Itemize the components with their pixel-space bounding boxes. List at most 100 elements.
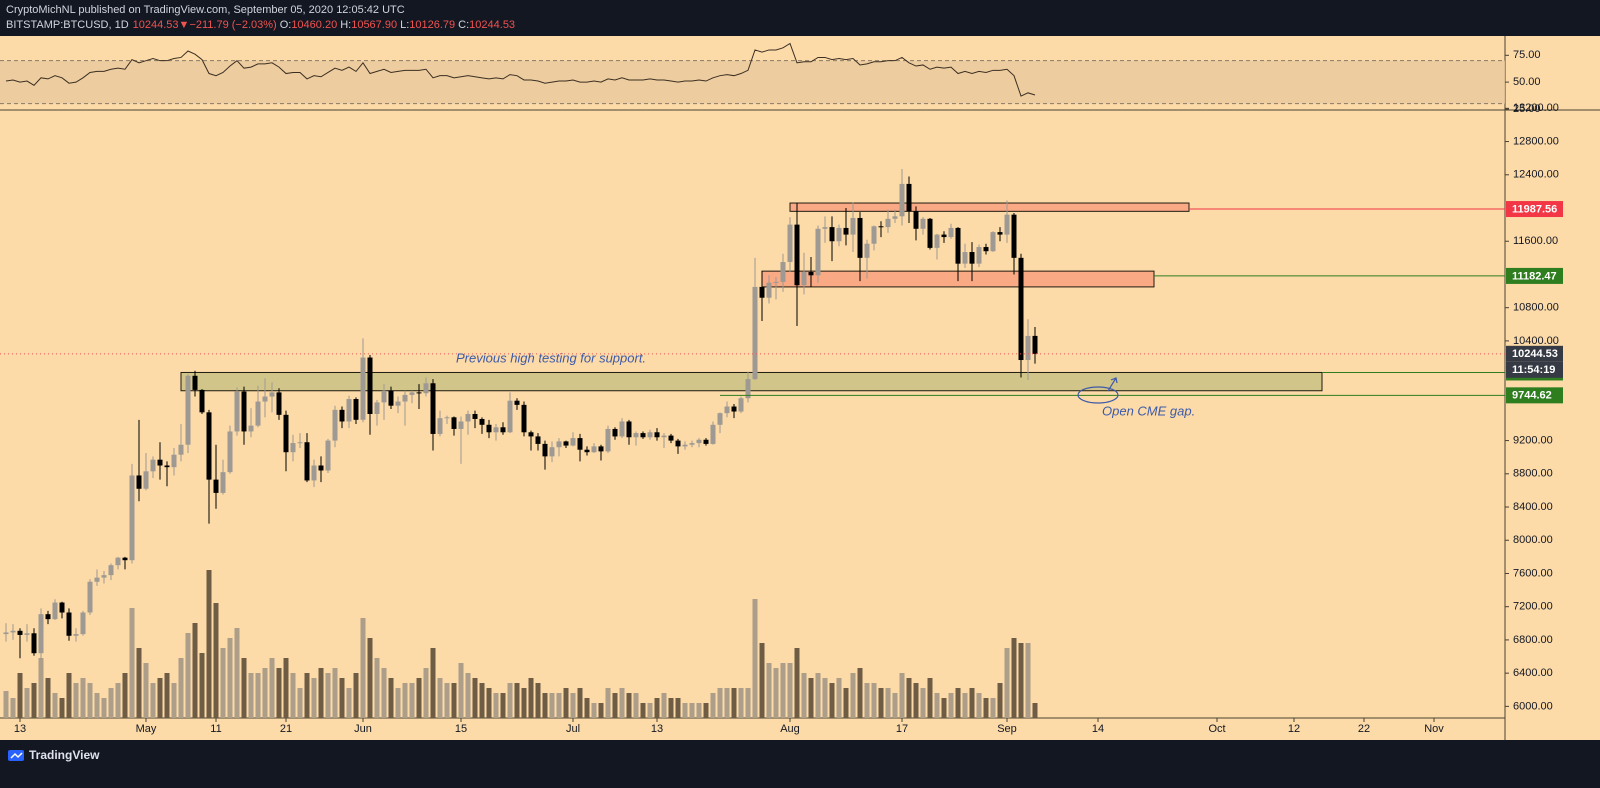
x-tick-label: Jul — [566, 723, 580, 735]
candle-body — [535, 436, 541, 444]
candle-body — [346, 399, 352, 422]
header-bar — [0, 0, 1600, 36]
candle-body — [311, 465, 317, 481]
candle-body — [787, 224, 793, 262]
volume-bar — [255, 673, 261, 718]
candle-body — [766, 282, 772, 298]
candle-body — [605, 428, 611, 452]
volume-bar — [3, 691, 9, 718]
candle-body — [136, 475, 142, 489]
candle-body — [1011, 214, 1017, 258]
candle-body — [423, 383, 429, 394]
volume-bar — [626, 693, 632, 718]
x-tick-label: Oct — [1208, 723, 1225, 735]
volume-bar — [549, 693, 555, 718]
x-tick-label: 17 — [896, 723, 908, 735]
volume-bar — [276, 668, 282, 718]
volume-bar — [346, 688, 352, 718]
candle-body — [150, 459, 156, 472]
candle-body — [94, 577, 100, 582]
volume-bar — [234, 628, 240, 718]
candle-body — [724, 406, 730, 414]
volume-bar — [59, 698, 65, 718]
volume-bar — [857, 668, 863, 718]
volume-bar — [766, 663, 772, 718]
volume-bar — [913, 683, 919, 718]
candle-body — [1018, 257, 1024, 361]
x-tick-label: 12 — [1288, 723, 1300, 735]
candle-body — [703, 439, 709, 444]
volume-bar — [269, 658, 275, 718]
candle-body — [129, 475, 135, 561]
arrow: ▼ — [179, 19, 190, 31]
candle-body — [262, 396, 268, 402]
candle-body — [122, 557, 128, 561]
candle-body — [738, 398, 744, 412]
candle-body — [227, 431, 233, 473]
volume-bar — [598, 703, 604, 718]
candle-body — [38, 614, 44, 654]
volume-bar — [206, 570, 212, 718]
volume-bar — [10, 698, 16, 718]
x-tick-label: 15 — [455, 723, 467, 735]
volume-bar — [934, 693, 940, 718]
volume-bar — [52, 693, 58, 718]
candle-body — [206, 412, 212, 480]
volume-bar — [633, 693, 639, 718]
volume-bar — [507, 683, 513, 718]
volume-bar — [542, 693, 548, 718]
candle-body — [416, 392, 422, 394]
zone — [180, 371, 1323, 392]
candle-body — [115, 557, 121, 566]
volume-bar — [570, 693, 576, 718]
logo — [8, 750, 24, 761]
volume-bar — [976, 693, 982, 718]
rsi-tick-label: 25.00 — [1513, 103, 1541, 115]
volume-bar — [577, 688, 583, 718]
volume-bar — [521, 688, 527, 718]
candle-body — [493, 427, 499, 433]
candle-body — [451, 417, 457, 429]
volume-bar — [332, 668, 338, 718]
volume-bar — [871, 683, 877, 718]
volume-bar — [136, 648, 142, 718]
candle-body — [52, 602, 58, 620]
candle-body — [850, 217, 856, 235]
candle-body — [955, 227, 961, 264]
candle-body — [948, 227, 954, 238]
y-tick-label: 7600.00 — [1513, 567, 1553, 579]
candle-body — [318, 465, 324, 471]
price-label-box — [1506, 267, 1563, 284]
candle-body — [220, 472, 226, 493]
volume-bar — [311, 678, 317, 718]
candle-body — [1025, 335, 1031, 361]
candle-body — [836, 227, 842, 242]
volume-bar — [479, 683, 485, 718]
x-tick-label: Jun — [354, 723, 372, 735]
candle-body — [1004, 214, 1010, 235]
publisher: CryptoMichNL published on TradingView.co… — [6, 4, 405, 16]
volume-bar — [353, 673, 359, 718]
y-tick-label: 9200.00 — [1513, 434, 1553, 446]
y-tick-label: 7200.00 — [1513, 601, 1553, 613]
candle-body — [913, 211, 919, 229]
candle-body — [710, 424, 716, 444]
candle-body — [255, 401, 261, 426]
volume-bar — [556, 693, 562, 718]
candle-body — [486, 424, 492, 433]
candle-body — [878, 226, 884, 228]
volume-bar — [367, 638, 373, 718]
price-label-box — [1506, 345, 1563, 362]
candle-body — [885, 218, 891, 228]
candle-body — [304, 442, 310, 481]
candle-body — [339, 409, 345, 422]
volume-bar — [451, 683, 457, 718]
candle-body — [962, 252, 968, 264]
volume-bar — [381, 668, 387, 718]
candle-body — [556, 441, 562, 448]
volume-bar — [31, 683, 37, 718]
candle-body — [332, 409, 338, 441]
price-label-box — [1506, 387, 1563, 404]
candle-body — [563, 441, 569, 446]
